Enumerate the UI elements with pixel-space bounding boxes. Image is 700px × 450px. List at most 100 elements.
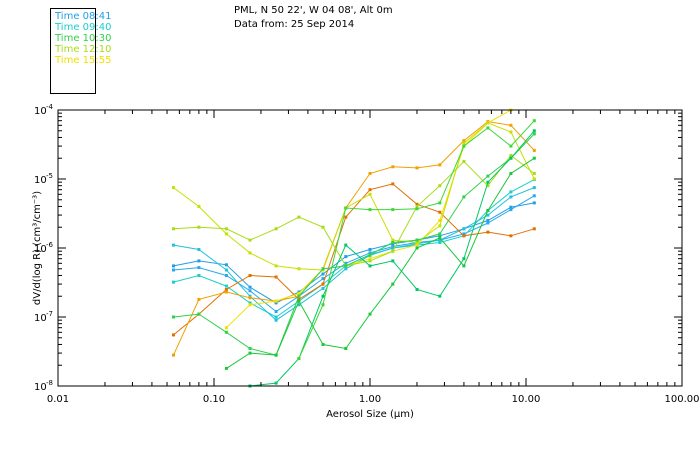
data-point — [391, 208, 395, 212]
data-point — [438, 184, 442, 188]
y-tick-base: 10 — [34, 175, 47, 186]
y-tick-exponent: -7 — [46, 310, 53, 318]
data-point — [224, 366, 228, 370]
data-point — [486, 221, 490, 225]
x-tick-label: 10.00 — [512, 394, 541, 405]
data-point — [415, 246, 419, 250]
data-point — [248, 238, 252, 242]
y-tick-base: 10 — [34, 382, 47, 393]
data-point — [274, 318, 278, 322]
data-point — [532, 177, 536, 181]
data-point — [486, 180, 490, 184]
y-tick-label: 10 -6 — [34, 241, 54, 255]
data-point — [172, 186, 175, 190]
data-point — [438, 236, 442, 240]
legend-box: Time 08:41 Time 09:40 Time 10:30 Time 12… — [50, 8, 111, 94]
station-info: PML, N 50 22', W 04 08', Alt 0m — [234, 5, 393, 16]
y-tick-exponent: -4 — [46, 103, 54, 111]
data-point — [486, 174, 490, 178]
data-point — [321, 272, 325, 276]
series-2-line — [173, 195, 535, 313]
series-3-line — [173, 179, 535, 318]
data-point — [415, 205, 419, 208]
series-6-line — [173, 121, 535, 356]
y-tick-label: 10 -5 — [34, 172, 53, 186]
data-point — [486, 121, 490, 125]
data-point — [172, 243, 175, 247]
y-tick-exponent: -5 — [46, 172, 53, 180]
x-axis-label: Aerosol Size (µm) — [326, 409, 414, 420]
data-point — [248, 303, 252, 307]
data-point — [462, 264, 466, 268]
data-point — [224, 284, 228, 288]
data-point — [172, 227, 175, 231]
data-point — [462, 234, 466, 238]
data-point — [248, 296, 252, 300]
data-point — [274, 315, 278, 319]
data-point — [321, 277, 325, 281]
data-point — [438, 219, 442, 222]
data-point — [172, 268, 175, 272]
series-2 — [172, 194, 536, 313]
data-point — [297, 267, 301, 271]
data-point — [344, 264, 348, 268]
series-layer — [172, 108, 536, 388]
series-6 — [172, 120, 536, 357]
legend-entry-5: Time 15:55 — [55, 55, 112, 66]
legend-entry-3: Time 10:30 — [55, 33, 112, 44]
data-point — [297, 294, 301, 298]
y-tick-label: 10 -8 — [34, 379, 53, 393]
data-point — [391, 238, 395, 242]
data-point — [248, 301, 252, 305]
series-5-line — [173, 183, 535, 336]
data-point — [532, 156, 536, 160]
data-point — [532, 194, 536, 198]
data-point — [462, 159, 466, 163]
series-13 — [297, 119, 536, 360]
data-point — [368, 259, 372, 263]
data-point — [321, 267, 325, 271]
data-point — [197, 266, 201, 270]
y-tick-base: 10 — [34, 106, 47, 117]
data-point — [248, 274, 252, 277]
series-11-line — [226, 157, 535, 369]
legend-entry-1: Time 08:41 — [55, 11, 112, 22]
series-10-line — [173, 133, 535, 356]
data-point — [224, 268, 228, 272]
data-point — [197, 297, 201, 301]
y-tick-base: 10 — [34, 313, 47, 324]
data-point — [248, 351, 252, 355]
data-point — [172, 333, 175, 337]
data-point — [532, 227, 536, 231]
data-point — [344, 261, 348, 265]
data-point — [224, 290, 228, 294]
data-point — [415, 238, 419, 242]
data-point — [532, 172, 536, 175]
data-point — [344, 347, 348, 350]
y-tick-base: 10 — [34, 244, 47, 255]
data-point — [274, 353, 278, 357]
data-point — [274, 275, 278, 279]
data-point — [274, 310, 278, 313]
data-point — [321, 225, 325, 229]
data-point — [462, 141, 466, 145]
series-8 — [172, 121, 536, 272]
series-9-line — [173, 154, 535, 267]
data-point — [197, 225, 201, 229]
data-point — [297, 357, 301, 360]
data-point — [509, 172, 513, 175]
series-1-line — [173, 202, 535, 304]
data-point — [509, 144, 513, 148]
data-point — [391, 165, 395, 169]
data-point — [368, 253, 372, 257]
data-point — [462, 232, 466, 236]
data-point — [415, 243, 419, 247]
data-point — [321, 282, 325, 286]
data-point — [509, 156, 513, 160]
data-point — [172, 264, 175, 268]
data-point — [532, 119, 536, 123]
data-point — [532, 129, 536, 133]
data-point — [486, 219, 490, 222]
data-point — [438, 241, 442, 244]
